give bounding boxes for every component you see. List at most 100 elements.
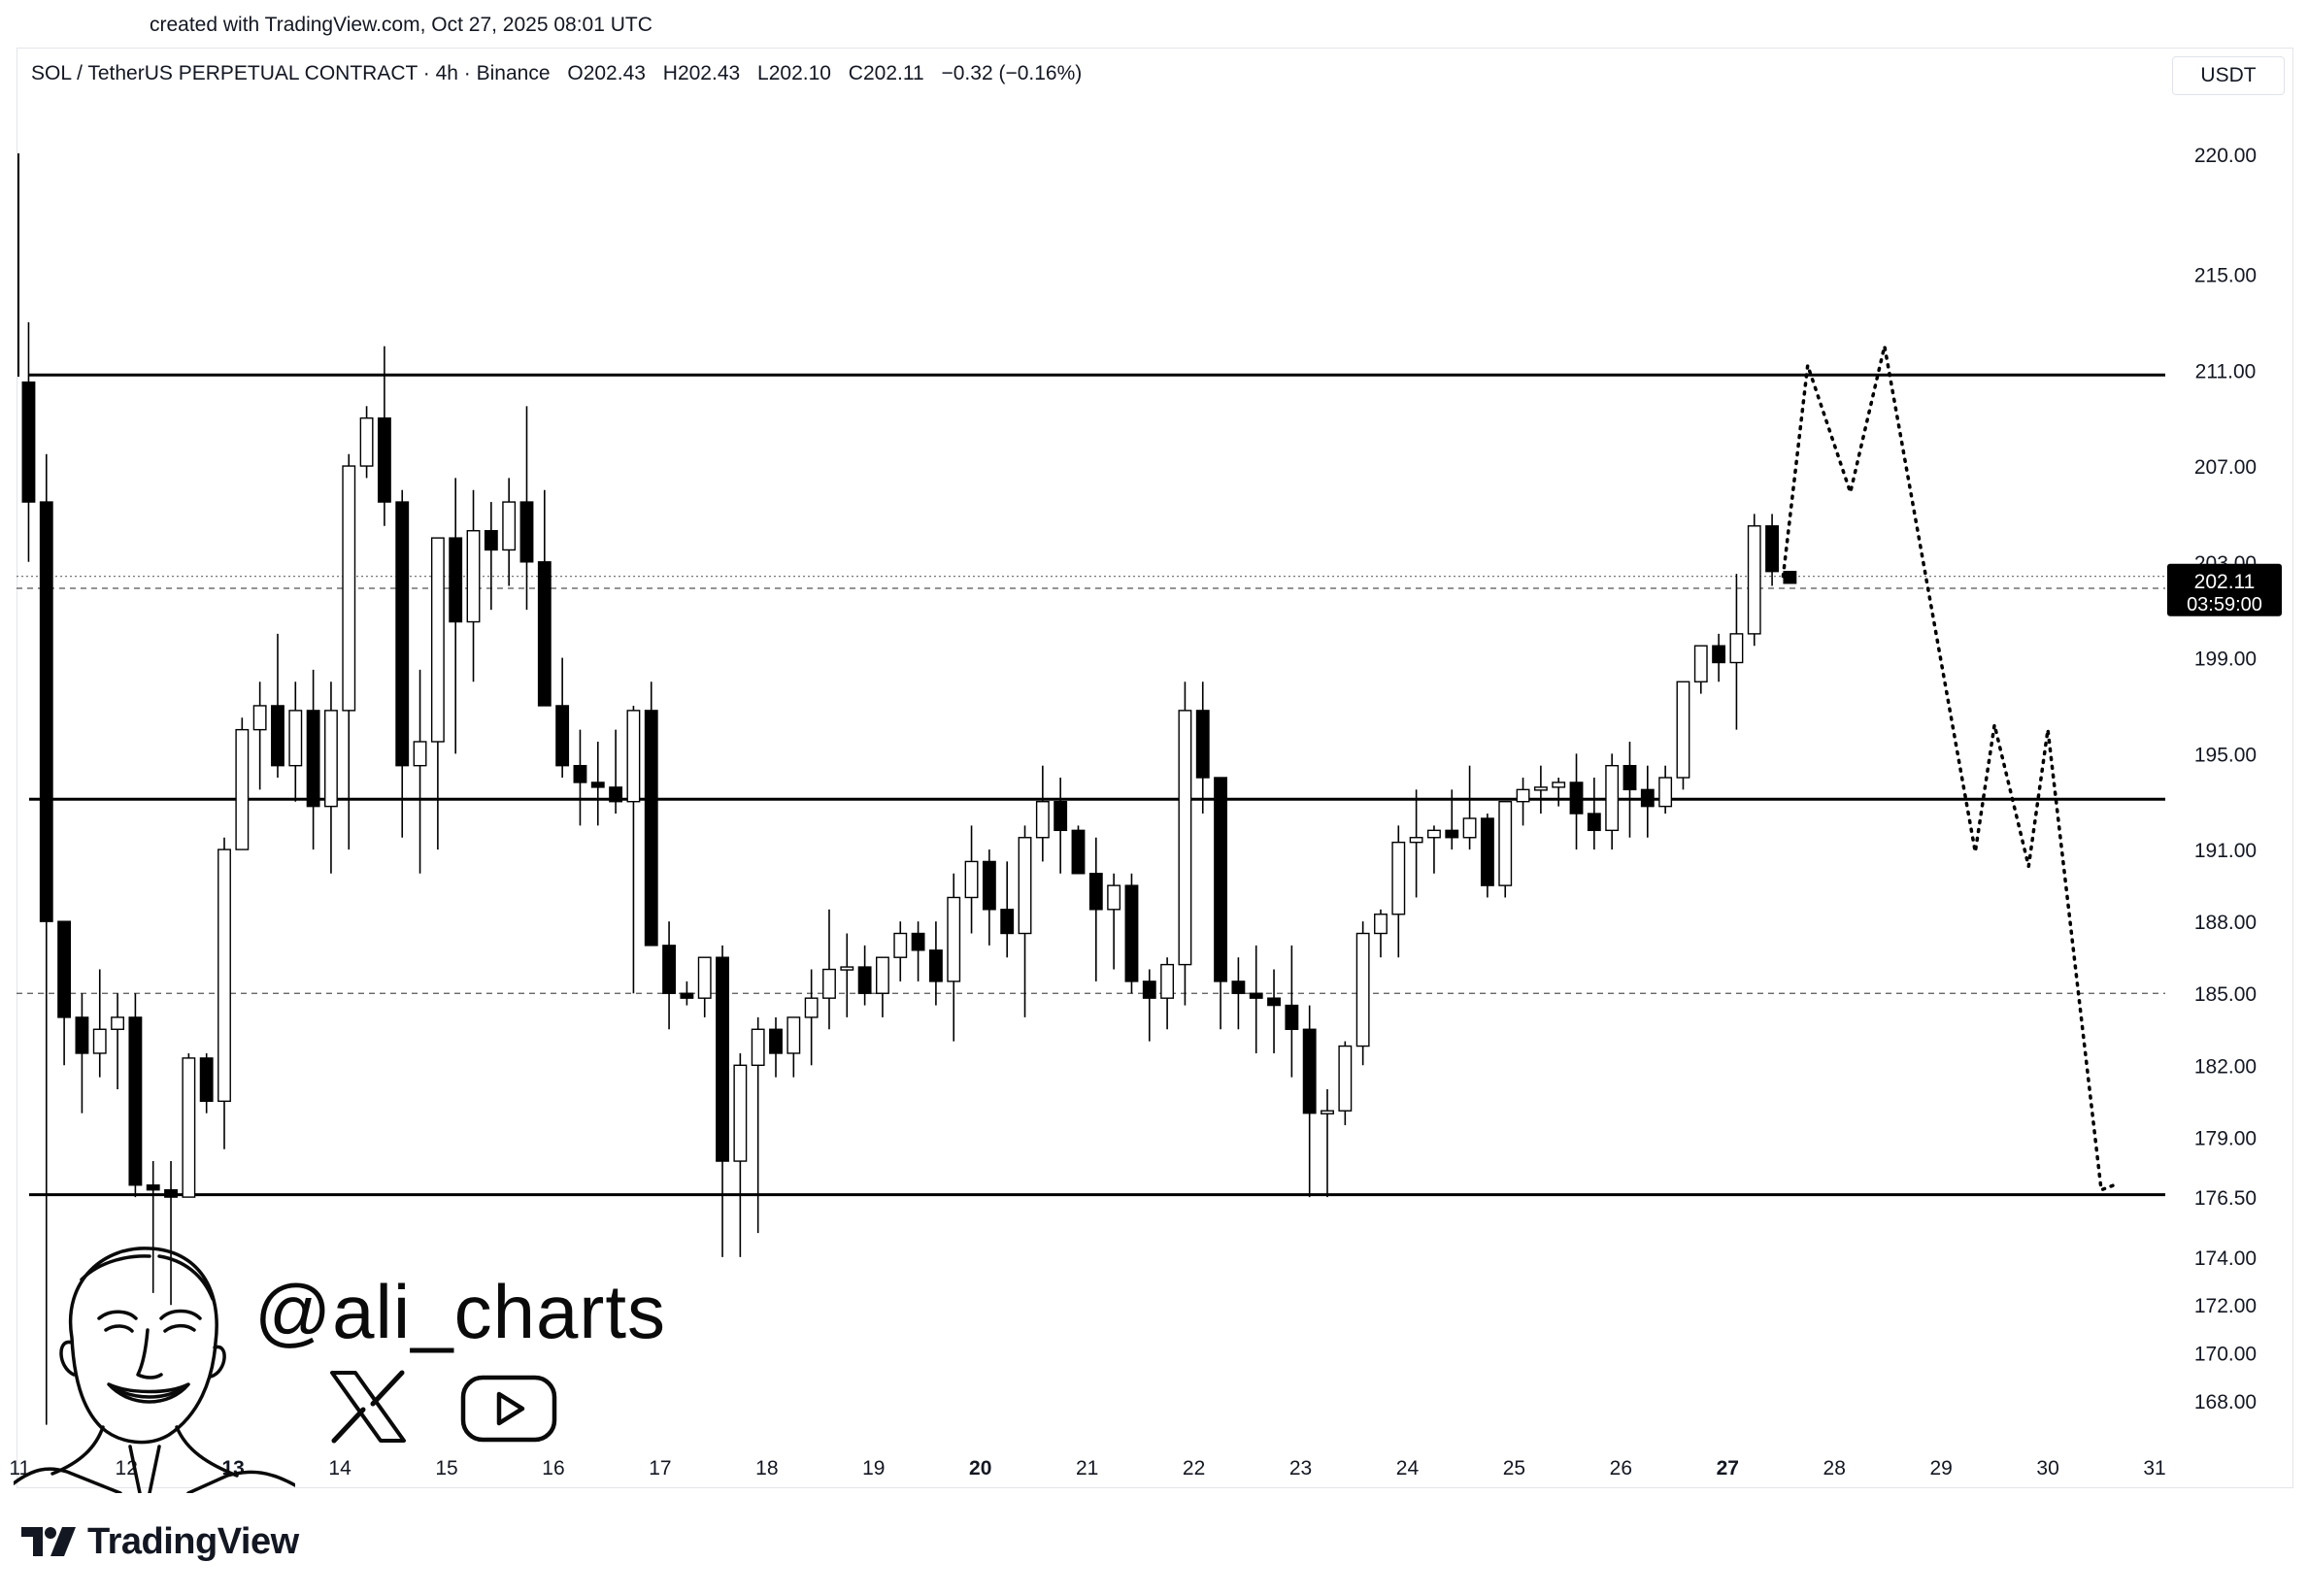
- candle-body: [1498, 801, 1513, 886]
- created-with-text: created with TradingView.com, Oct 27, 20…: [150, 14, 652, 36]
- time-tick-label: 24: [1396, 1457, 1420, 1480]
- candle: [893, 921, 908, 981]
- currency-button[interactable]: USDT: [2172, 56, 2285, 95]
- time-tick-label: 31: [2143, 1457, 2165, 1480]
- candle: [1658, 765, 1673, 815]
- candle-body: [39, 501, 53, 922]
- candle: [716, 945, 729, 1257]
- candle: [982, 849, 996, 946]
- candle: [449, 478, 463, 754]
- candle-body: [413, 741, 427, 767]
- candle: [1783, 570, 1797, 584]
- last-price-box: [2167, 563, 2282, 616]
- candle: [697, 956, 712, 1017]
- candle-body: [1445, 829, 1459, 839]
- candle: [555, 657, 570, 779]
- candle: [1605, 753, 1620, 850]
- candle: [964, 825, 979, 934]
- candle: [466, 489, 481, 682]
- candle: [217, 837, 231, 1149]
- price-tick-label: 185.00: [2194, 983, 2257, 1006]
- candle: [146, 1161, 160, 1293]
- candle-body: [751, 1028, 765, 1067]
- candle: [928, 921, 943, 1006]
- candle-body: [1533, 786, 1548, 791]
- time-tick-label: 27: [1717, 1457, 1739, 1480]
- candle: [1391, 825, 1406, 958]
- candle: [1587, 778, 1601, 850]
- candle-body: [1480, 817, 1494, 886]
- candle-body: [537, 561, 552, 707]
- candle-body: [573, 764, 587, 783]
- candle: [804, 969, 819, 1066]
- candle: [1285, 945, 1299, 1078]
- candle: [1160, 957, 1175, 1030]
- candle: [573, 729, 587, 826]
- candle: [1747, 514, 1761, 647]
- candle-body: [840, 966, 854, 971]
- candle-body: [1605, 764, 1620, 832]
- candle: [75, 993, 89, 1114]
- candle: [1338, 1041, 1353, 1126]
- price-tick-label: 191.00: [2194, 840, 2257, 862]
- price-tick-label: 188.00: [2194, 912, 2257, 934]
- price-tick-label: 207.00: [2194, 456, 2257, 479]
- candle-body: [1321, 1110, 1334, 1114]
- candle-body: [928, 949, 943, 982]
- candle-body: [1391, 841, 1406, 915]
- candle: [1622, 741, 1637, 838]
- candle-body: [1587, 813, 1601, 832]
- candle: [822, 909, 836, 1030]
- candle: [626, 705, 641, 994]
- symbol-legend[interactable]: SOL / TetherUS PERPETUAL CONTRACT · 4h ·…: [31, 62, 1093, 85]
- candle-body: [306, 710, 320, 808]
- candle-body: [1195, 710, 1210, 779]
- candle: [1409, 789, 1423, 898]
- candle-body: [92, 1028, 107, 1054]
- bar-countdown: 03:59:00: [2187, 594, 2262, 615]
- candle-body: [1622, 764, 1637, 791]
- candle: [1000, 861, 1015, 958]
- candle-body: [1462, 817, 1477, 839]
- candle-body: [164, 1188, 178, 1198]
- candle: [306, 669, 320, 850]
- candle: [1462, 765, 1477, 850]
- youtube-icon: [460, 1375, 557, 1443]
- candle-body: [1712, 645, 1726, 664]
- candle: [1533, 765, 1548, 815]
- candle-body: [1267, 997, 1281, 1007]
- candle: [235, 717, 250, 850]
- candle: [840, 933, 854, 1017]
- candle-body: [1178, 710, 1192, 966]
- symbol-name[interactable]: SOL / TetherUS PERPETUAL CONTRACT · 4h ·…: [31, 62, 551, 84]
- candle-body: [590, 781, 605, 788]
- candle: [680, 981, 694, 1006]
- candle: [430, 537, 445, 850]
- candle-body: [1374, 914, 1388, 935]
- candle-body: [1071, 829, 1086, 875]
- tradingview-logo-icon: [21, 1527, 76, 1556]
- candle-body: [1249, 992, 1263, 999]
- candle-body: [484, 530, 498, 551]
- price-tick-label: 168.00: [2194, 1391, 2257, 1413]
- last-price-value: 202.11: [2194, 571, 2256, 593]
- ohlc-low: L202.10: [757, 62, 831, 84]
- candle-body: [1160, 963, 1175, 999]
- candle: [537, 489, 552, 707]
- candle: [413, 669, 427, 874]
- tradingview-brand[interactable]: TradingView: [21, 1520, 299, 1563]
- candle: [1640, 765, 1655, 838]
- candle: [395, 489, 410, 838]
- candle: [662, 921, 677, 1030]
- candle: [164, 1161, 178, 1306]
- tradingview-wordmark: TradingView: [87, 1520, 299, 1562]
- time-tick-label: 16: [542, 1457, 564, 1480]
- candle: [1516, 778, 1530, 826]
- candle-body: [342, 465, 356, 712]
- candle: [1445, 789, 1459, 850]
- candle: [590, 741, 605, 826]
- candle-body: [1729, 633, 1744, 664]
- time-tick-label: 25: [1503, 1457, 1525, 1480]
